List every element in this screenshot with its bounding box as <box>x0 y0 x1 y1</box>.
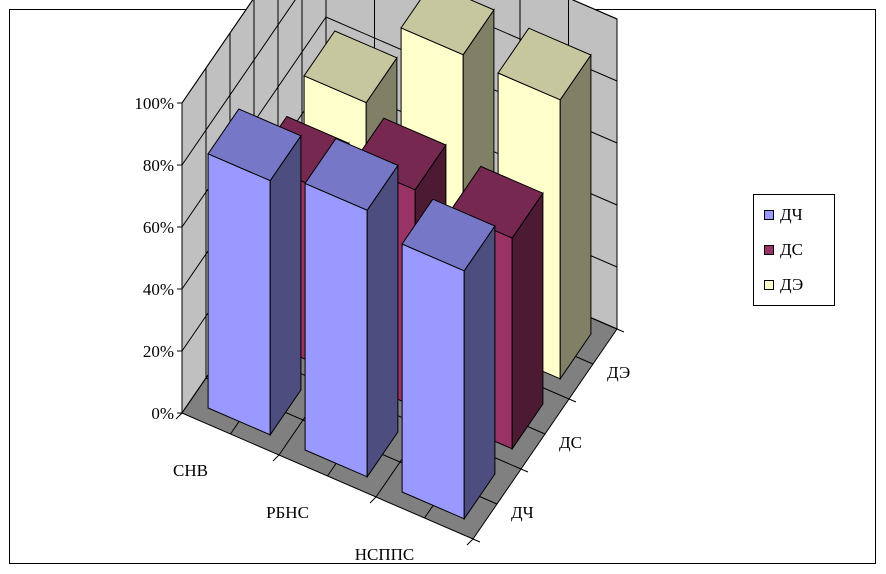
y-tick-label: 0% <box>151 404 174 423</box>
legend-item-de: ДЭ <box>764 275 803 295</box>
z-tick-label: ДЧ <box>511 503 534 522</box>
bar-0-0-side <box>269 134 302 437</box>
z-tick-label: ДС <box>559 433 582 452</box>
bar-0-2-front <box>401 243 465 520</box>
bar-2-0-top <box>303 30 398 104</box>
bar-2-2-side <box>559 53 592 381</box>
legend-item-ds: ДС <box>764 240 803 260</box>
y-tick-label: 60% <box>143 218 174 237</box>
y-tick-label: 80% <box>143 156 174 175</box>
x-tick-label: НСППС <box>355 545 415 564</box>
x-tick-label: СНВ <box>173 461 208 480</box>
bar-0-1-side <box>366 163 399 479</box>
x-tick <box>466 538 474 546</box>
x-tick-label: РБНС <box>266 503 309 522</box>
x-tick <box>272 454 280 462</box>
legend-swatch-dch <box>764 210 774 220</box>
z-tick-label: ДЭ <box>607 363 630 382</box>
legend-item-dch: ДЧ <box>764 205 803 225</box>
z-tick <box>616 328 625 333</box>
y-tick-label: 40% <box>143 280 174 299</box>
bar-0-1-front <box>304 182 368 478</box>
legend: ДЧ ДС ДЭ <box>753 194 835 306</box>
bar-0-0-front <box>207 153 271 436</box>
legend-label-de: ДЭ <box>780 275 804 294</box>
bar-2-1-top <box>400 0 495 56</box>
bar-0-0-top <box>207 108 302 182</box>
y-tick-label: 20% <box>143 342 174 361</box>
legend-label-dch: ДЧ <box>780 205 803 224</box>
x-tick <box>175 412 183 420</box>
y-tick-label: 100% <box>134 94 174 113</box>
bar-0-2-side <box>463 224 496 521</box>
bar-0-2-top <box>401 198 496 272</box>
z-tick <box>520 468 529 473</box>
legend-swatch-ds <box>764 245 774 255</box>
legend-swatch-de <box>764 280 774 290</box>
bar-0-1-top <box>304 137 399 211</box>
x-tick <box>369 496 377 504</box>
bar-2-2-top <box>497 27 592 101</box>
z-tick <box>472 538 481 543</box>
z-tick <box>568 398 577 403</box>
legend-label-ds: ДС <box>780 240 803 259</box>
